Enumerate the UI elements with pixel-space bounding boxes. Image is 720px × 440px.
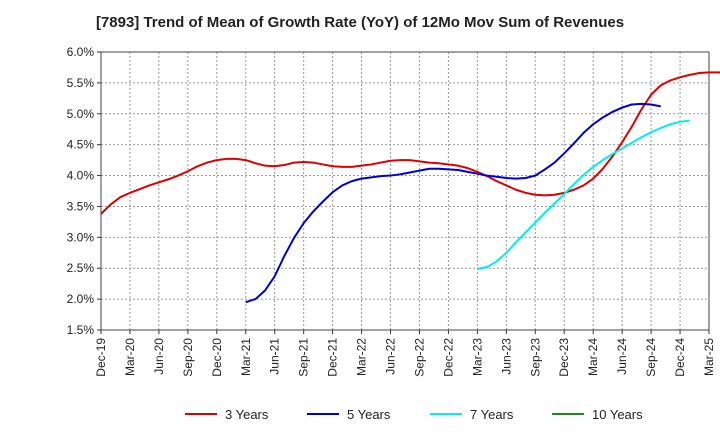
y-tick-label: 4.5% [67, 138, 95, 152]
chart-title: [7893] Trend of Mean of Growth Rate (YoY… [95, 14, 625, 31]
series-line-7-years [477, 119, 690, 270]
x-tick-label: Sep-21 [297, 338, 311, 377]
plot-border [100, 51, 710, 331]
x-tick-label: Dec-23 [557, 338, 571, 377]
x-tick-label: Jun-20 [152, 338, 166, 375]
x-tick-label: Jun-21 [268, 338, 282, 375]
x-tick-label: Sep-24 [644, 338, 658, 377]
legend-item: 7 Years [430, 407, 514, 422]
plot-area [101, 52, 709, 330]
legend-label-10-years: 10 Years [592, 407, 643, 422]
y-tick-label: 1.5% [67, 323, 95, 337]
x-tick-label: Mar-24 [586, 338, 600, 376]
x-tick-label: Dec-21 [326, 338, 340, 377]
x-tick-label: Jun-22 [384, 338, 398, 375]
y-tick-label: 6.0% [67, 45, 95, 59]
legend-label-7-years: 7 Years [470, 407, 514, 422]
x-tick-label: Dec-22 [441, 338, 455, 377]
legend-label-5-years: 5 Years [347, 407, 391, 422]
x-tick-label: Jun-23 [499, 338, 513, 375]
series-line-3-years [100, 71, 720, 215]
series-line-5-years [245, 102, 661, 304]
x-tick-label: Mar-22 [355, 338, 369, 376]
x-tick-label: Sep-20 [181, 338, 195, 377]
x-tick-label: Dec-19 [94, 338, 108, 377]
x-tick-label: Dec-20 [210, 338, 224, 377]
y-tick-label: 4.0% [67, 169, 95, 183]
legend-item: 3 Years [185, 407, 269, 422]
y-tick-label: 3.0% [67, 230, 95, 244]
x-tick-label: Sep-22 [412, 338, 426, 377]
x-tick-label: Mar-20 [123, 338, 137, 376]
legend-label-3-years: 3 Years [225, 407, 269, 422]
legend-item: 5 Years [307, 407, 391, 422]
x-tick-label: Mar-23 [470, 338, 484, 376]
y-tick-label: 5.5% [67, 76, 95, 90]
x-tick-label: Jun-24 [615, 338, 629, 375]
legend-item: 10 Years [552, 407, 643, 422]
y-tick-label: 2.0% [67, 292, 95, 306]
y-tick-label: 3.5% [67, 199, 95, 213]
y-tick-label: 2.5% [67, 261, 95, 275]
x-tick-label: Mar-21 [239, 338, 253, 376]
x-tick-label: Dec-24 [673, 338, 687, 377]
x-tick-label: Mar-25 [702, 338, 716, 376]
y-tick-label: 5.0% [67, 107, 95, 121]
x-tick-label: Sep-23 [528, 338, 542, 377]
